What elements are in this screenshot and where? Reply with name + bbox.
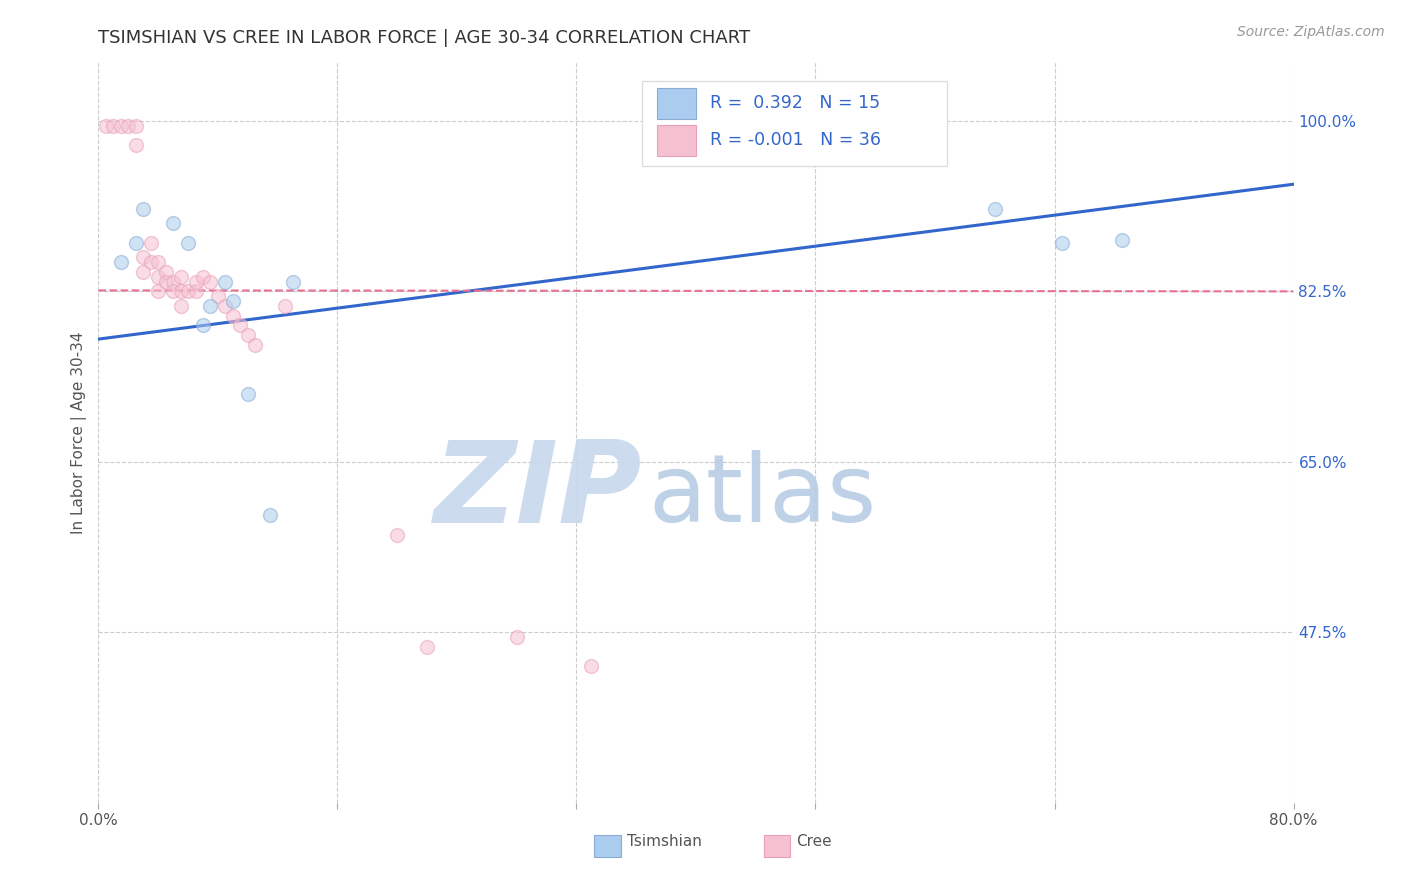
Point xyxy=(259,508,281,523)
Point xyxy=(125,235,148,250)
Point xyxy=(155,275,177,289)
Point xyxy=(191,318,214,333)
Point xyxy=(148,285,170,299)
Point xyxy=(184,285,207,299)
Point xyxy=(274,299,297,313)
Point xyxy=(177,235,200,250)
Point xyxy=(191,269,214,284)
Point xyxy=(103,119,125,133)
Point xyxy=(214,299,236,313)
Point xyxy=(162,285,184,299)
Point xyxy=(162,216,184,230)
Point xyxy=(200,275,222,289)
Point xyxy=(984,202,1007,216)
Text: R =  0.392   N = 15: R = 0.392 N = 15 xyxy=(710,95,880,112)
Point xyxy=(125,138,148,153)
Point xyxy=(169,299,191,313)
Point xyxy=(214,275,236,289)
Point xyxy=(169,285,191,299)
Bar xyxy=(657,125,696,156)
Text: R = -0.001   N = 36: R = -0.001 N = 36 xyxy=(710,131,882,149)
Point xyxy=(132,265,155,279)
Bar xyxy=(763,835,790,857)
Point xyxy=(1111,233,1133,247)
Point xyxy=(155,265,177,279)
Text: Cree: Cree xyxy=(796,834,832,849)
Bar xyxy=(657,87,696,119)
Point xyxy=(117,119,139,133)
Point xyxy=(222,309,245,323)
Point xyxy=(148,269,170,284)
Point xyxy=(162,275,184,289)
Point xyxy=(207,289,229,303)
Point xyxy=(110,119,132,133)
Text: TSIMSHIAN VS CREE IN LABOR FORCE | AGE 30-34 CORRELATION CHART: TSIMSHIAN VS CREE IN LABOR FORCE | AGE 3… xyxy=(98,29,751,47)
Text: Tsimshian: Tsimshian xyxy=(627,834,702,849)
Point xyxy=(132,250,155,264)
Point xyxy=(236,386,259,401)
Point xyxy=(184,275,207,289)
Point xyxy=(125,119,148,133)
FancyBboxPatch shape xyxy=(643,81,948,166)
Point xyxy=(245,338,267,352)
Point xyxy=(385,528,409,542)
Point xyxy=(139,235,162,250)
Point xyxy=(581,659,603,673)
Point xyxy=(229,318,252,333)
Point xyxy=(110,255,132,269)
Point xyxy=(177,285,200,299)
Y-axis label: In Labor Force | Age 30-34: In Labor Force | Age 30-34 xyxy=(72,331,87,534)
Point xyxy=(139,255,162,269)
Point xyxy=(222,294,245,309)
Point xyxy=(169,269,191,284)
Point xyxy=(1050,235,1073,250)
Text: Source: ZipAtlas.com: Source: ZipAtlas.com xyxy=(1237,25,1385,39)
Point xyxy=(281,275,304,289)
Point xyxy=(506,630,529,644)
Bar xyxy=(595,835,620,857)
Point xyxy=(416,640,439,654)
Text: atlas: atlas xyxy=(648,450,876,541)
Point xyxy=(94,119,117,133)
Point xyxy=(200,299,222,313)
Point xyxy=(236,328,259,343)
Point xyxy=(132,202,155,216)
Text: ZIP: ZIP xyxy=(433,436,643,548)
Point xyxy=(148,255,170,269)
